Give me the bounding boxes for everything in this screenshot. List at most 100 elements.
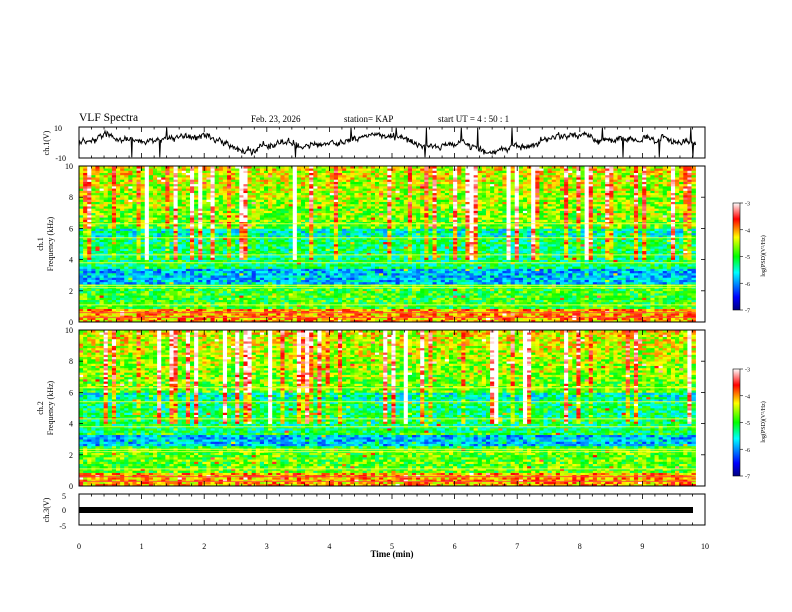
- spectrogram-cell: [519, 313, 523, 316]
- spectrogram-cell: [174, 302, 178, 305]
- spectrogram-cell: [202, 293, 206, 296]
- spectrogram-cell: [655, 291, 659, 294]
- spectrogram-cell: [338, 297, 342, 300]
- spectrogram-cell: [120, 297, 124, 300]
- spectrogram-cell: [622, 313, 626, 316]
- spectrogram-cell: [260, 300, 264, 303]
- spectrogram-cell: [544, 318, 548, 321]
- spectrogram-cell: [630, 291, 634, 294]
- spectrogram-cell: [202, 297, 206, 300]
- spectrogram-cell: [507, 297, 511, 300]
- spectrogram-cell: [206, 291, 210, 294]
- spectrogram-cell: [581, 309, 585, 312]
- spectrogram-cell: [276, 318, 280, 321]
- spectrogram-cell: [671, 318, 675, 321]
- spectrogram-cell: [400, 293, 404, 296]
- spectrogram-cell: [359, 295, 363, 298]
- spectrogram-cell: [420, 295, 424, 298]
- spectrogram-cell: [437, 309, 441, 312]
- spectrogram-cell: [585, 289, 589, 292]
- spectrogram-cell: [655, 295, 659, 298]
- spectrogram-cell: [161, 295, 165, 298]
- spectrogram-cell: [326, 313, 330, 316]
- spectrogram-cell: [305, 291, 309, 294]
- spectrogram-cell: [461, 313, 465, 316]
- spectrogram-cell: [494, 295, 498, 298]
- spectrogram-cell: [223, 297, 227, 300]
- spectrogram-cell: [371, 300, 375, 303]
- spectrogram-cell: [198, 297, 202, 300]
- spectrogram-cell: [149, 306, 153, 309]
- spectrogram-cell: [276, 293, 280, 296]
- spectrogram-cell: [416, 309, 420, 312]
- spectrogram-cell: [161, 318, 165, 321]
- spectrogram-cell: [692, 291, 696, 294]
- spectrogram-cell: [260, 309, 264, 312]
- spectrogram-cell: [671, 313, 675, 316]
- spectrogram-cell: [663, 313, 667, 316]
- spectrogram-cell: [141, 295, 145, 298]
- spectrogram-cell: [424, 291, 428, 294]
- spectrogram-cell: [330, 293, 334, 296]
- spectrogram-cell: [149, 313, 153, 316]
- spectrogram-cell: [433, 309, 437, 312]
- spectrogram-cell: [363, 318, 367, 321]
- spectrogram-cell: [568, 313, 572, 316]
- spectrogram-cell: [679, 300, 683, 303]
- spectrogram-cell: [367, 318, 371, 321]
- spectrogram-cell: [342, 297, 346, 300]
- spectrogram-cell: [206, 309, 210, 312]
- spectrogram-cell: [638, 313, 642, 316]
- spectrogram-cell: [326, 295, 330, 298]
- spectrogram-cell: [104, 289, 108, 292]
- spectrogram-cell: [264, 297, 268, 300]
- spectrogram-cell: [289, 313, 293, 316]
- spectrogram-cell: [100, 300, 104, 303]
- spectrogram-cell: [289, 302, 293, 305]
- spectrogram-cell: [194, 289, 198, 292]
- spectrogram-cell: [280, 306, 284, 309]
- spectrogram-cell: [186, 313, 190, 316]
- spectrogram-cell: [692, 295, 696, 298]
- spectrogram-cell: [108, 291, 112, 294]
- spectrogram-cell: [527, 300, 531, 303]
- spectrogram-cell: [108, 302, 112, 305]
- spectrogram-cell: [630, 295, 634, 298]
- spectrogram-cell: [511, 291, 515, 294]
- spectrogram-cell: [511, 313, 515, 316]
- spectrogram-cell: [231, 306, 235, 309]
- spectrogram-cell: [539, 313, 543, 316]
- spectrogram-cell: [531, 295, 535, 298]
- spectrogram-cell: [391, 306, 395, 309]
- spectrogram-cell: [687, 318, 691, 321]
- spectrogram-cell: [104, 300, 108, 303]
- spectrogram-cell: [515, 313, 519, 316]
- spectrogram-cell: [342, 291, 346, 294]
- spectrogram-cell: [137, 302, 141, 305]
- spectrogram-cell: [272, 297, 276, 300]
- spectrogram-cell: [182, 300, 186, 303]
- spectrogram-cell: [556, 309, 560, 312]
- spectrogram-cell: [317, 297, 321, 300]
- spectrogram-cell: [437, 302, 441, 305]
- spectrogram-cell: [564, 291, 568, 294]
- spectrogram-cell: [613, 300, 617, 303]
- spectrogram-cell: [202, 306, 206, 309]
- spectrogram-cell: [474, 291, 478, 294]
- spectrogram-cell: [416, 306, 420, 309]
- spectrogram-cell: [87, 297, 91, 300]
- spectrogram-cell: [367, 297, 371, 300]
- spectrogram-cell: [494, 293, 498, 296]
- spectrogram-cell: [153, 306, 157, 309]
- spectrogram-cell: [169, 313, 173, 316]
- spectrogram-cell: [383, 313, 387, 316]
- spectrogram-cell: [387, 297, 391, 300]
- spectrogram-cell: [137, 293, 141, 296]
- spectrogram-cell: [556, 297, 560, 300]
- spectrogram-cell: [523, 293, 527, 296]
- spectrogram-cell: [593, 289, 597, 292]
- spectrogram-cell: [507, 300, 511, 303]
- spectrogram-cell: [433, 302, 437, 305]
- spectrogram-cell: [502, 293, 506, 296]
- spectrogram-cell: [482, 302, 486, 305]
